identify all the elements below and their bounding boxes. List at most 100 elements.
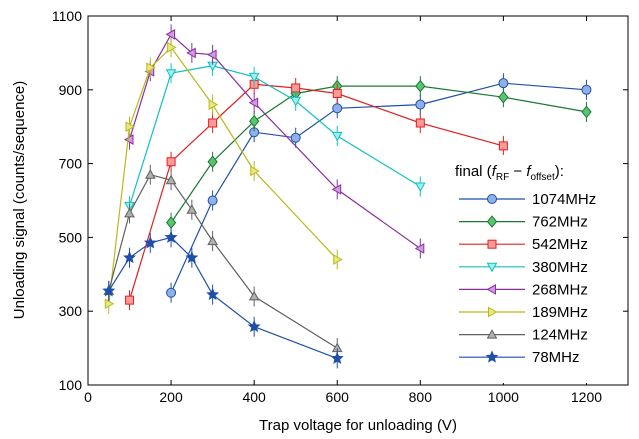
- data-point-marker: [208, 118, 218, 128]
- legend-label: 1074MHz: [532, 191, 596, 208]
- legend-label: 762MHz: [532, 214, 588, 231]
- data-point-marker: [208, 99, 219, 110]
- legend-label: 124MHz: [532, 327, 588, 344]
- legend-entries: 1074MHz 762MHz 542MHz 380MHz 268MHz 189MHz 124…: [459, 191, 596, 366]
- data-point-marker: [167, 42, 177, 53]
- data-point-marker: [331, 131, 343, 142]
- data-point-marker: [207, 235, 218, 246]
- data-point-marker: [330, 351, 344, 364]
- data-point-marker: [486, 262, 498, 273]
- data-point-marker: [124, 207, 135, 218]
- data-point-marker: [125, 295, 135, 305]
- data-point-marker: [207, 195, 218, 206]
- data-point-marker: [333, 254, 343, 265]
- legend-label: 78MHz: [532, 349, 580, 366]
- x-axis-label: Trap voltage for unloading (V): [259, 417, 457, 434]
- legend-entry: 124MHz: [459, 327, 588, 344]
- data-point-marker: [487, 194, 497, 204]
- data-point-marker: [290, 132, 301, 143]
- data-point-marker: [186, 204, 198, 214]
- data-point-marker: [166, 287, 177, 298]
- y-tick-label: 1100: [52, 8, 82, 24]
- data-point-marker: [206, 287, 220, 301]
- data-point-marker: [581, 84, 592, 95]
- data-point-marker: [415, 79, 426, 93]
- legend-title: final (fRF − foffset):: [455, 163, 564, 183]
- data-point-marker: [186, 47, 196, 59]
- series-line: [128, 33, 421, 249]
- x-tick-label: 600: [326, 389, 350, 405]
- series-380MHz: [124, 55, 426, 217]
- data-point-marker: [332, 103, 343, 114]
- data-point-marker: [581, 105, 592, 119]
- data-point-marker: [143, 236, 157, 249]
- data-point-marker: [165, 29, 176, 40]
- data-point-marker: [498, 78, 509, 89]
- x-tick-label: 200: [159, 389, 183, 405]
- y-tick-label: 700: [59, 156, 83, 172]
- data-point-marker: [104, 298, 115, 310]
- x-tick-label: 800: [409, 389, 433, 405]
- y-axis-label: Unloading signal (counts/sequence): [11, 81, 28, 319]
- x-tick-label: 400: [242, 389, 266, 405]
- legend-entry: 762MHz: [459, 214, 588, 231]
- data-point-marker: [414, 243, 425, 254]
- data-point-marker: [248, 290, 260, 301]
- data-point-marker: [248, 97, 259, 109]
- data-point-marker: [250, 165, 260, 177]
- data-point-marker: [144, 169, 156, 179]
- y-tick-label: 900: [59, 82, 83, 98]
- data-point-marker: [498, 141, 508, 151]
- x-tick-label: 0: [84, 389, 92, 405]
- legend-entry: 78MHz: [459, 349, 580, 366]
- legend-entry: 1074MHz: [459, 191, 596, 208]
- y-tick-label: 500: [59, 229, 83, 245]
- data-point-marker: [165, 69, 177, 79]
- y-tick-label: 100: [59, 377, 83, 393]
- data-point-marker: [415, 99, 426, 110]
- data-point-marker: [485, 350, 499, 363]
- data-point-marker: [414, 182, 426, 193]
- series-189MHz: [104, 37, 343, 314]
- legend: final (fRF − foffset): 1074MHz 762MHz 542M…: [448, 155, 620, 383]
- series-line: [128, 65, 421, 207]
- data-point-marker: [166, 157, 176, 167]
- data-point-marker: [498, 90, 509, 104]
- legend-entry: 268MHz: [459, 281, 588, 298]
- data-point-marker: [185, 250, 199, 264]
- legend-entry: 189MHz: [459, 304, 588, 321]
- series-124MHz: [103, 164, 343, 359]
- legend-label: 189MHz: [532, 304, 588, 321]
- data-point-marker: [207, 49, 217, 61]
- series-layer: [102, 24, 592, 369]
- y-axis: 100 300 500 700 900 1100: [52, 8, 628, 393]
- data-point-marker: [247, 319, 261, 333]
- legend-entry: 380MHz: [459, 259, 588, 276]
- data-point-marker: [102, 284, 116, 297]
- series-line: [108, 236, 338, 359]
- data-point-marker: [486, 215, 498, 228]
- y-tick-label: 300: [59, 303, 83, 319]
- data-point-marker: [249, 114, 260, 128]
- series-78MHz: [102, 227, 344, 369]
- series-line: [108, 46, 338, 304]
- data-point-marker: [125, 121, 136, 133]
- data-point-marker: [486, 329, 498, 339]
- data-point-marker: [488, 306, 498, 318]
- data-point-marker: [248, 72, 260, 83]
- data-point-marker: [165, 174, 177, 185]
- legend-entry: 542MHz: [459, 236, 588, 253]
- legend-label: 268MHz: [532, 281, 588, 298]
- series-line: [108, 173, 338, 349]
- x-tick-label: 1200: [571, 389, 602, 405]
- data-point-marker: [291, 83, 301, 93]
- data-point-marker: [331, 184, 342, 195]
- series-line: [128, 83, 504, 301]
- data-point-marker: [486, 284, 496, 295]
- data-point-marker: [487, 239, 497, 249]
- plot-frame: [87, 15, 629, 386]
- data-point-marker: [123, 250, 137, 264]
- data-point-marker: [207, 155, 218, 169]
- data-point-marker: [164, 230, 178, 243]
